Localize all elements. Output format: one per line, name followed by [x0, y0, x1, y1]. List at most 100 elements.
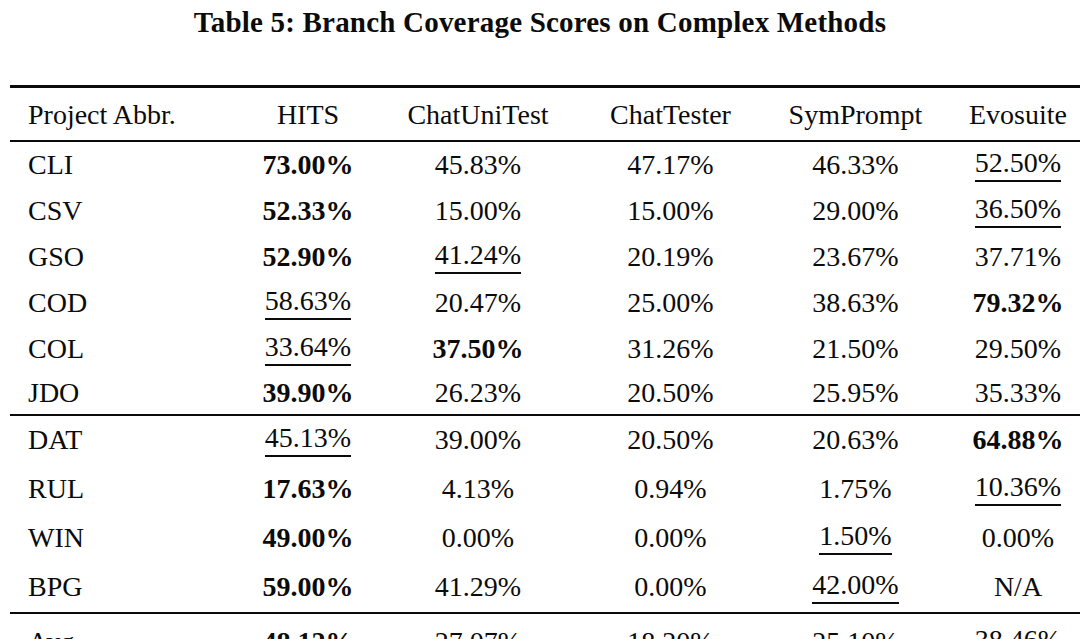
score-cell: 26.23% — [378, 372, 578, 415]
score-value-bold: 49.00% — [263, 522, 354, 553]
score-value-plain: 1.75% — [819, 473, 891, 504]
score-value-underline: 36.50% — [975, 194, 1061, 228]
score-cell: 42.00% — [763, 563, 948, 613]
score-cell: 20.50% — [578, 372, 763, 415]
column-header-chattester: ChatTester — [578, 87, 763, 142]
score-value-plain: 41.29% — [435, 571, 521, 602]
score-value-plain: 47.17% — [627, 149, 713, 180]
project-abbr: BPG — [10, 563, 238, 613]
score-value-plain: 35.33% — [975, 377, 1061, 408]
table-group-avg: Avg.48.12%27.07%18.20%25.10%38.46% — [10, 613, 1080, 639]
project-abbr: GSO — [10, 234, 238, 280]
score-value-plain: 39.00% — [435, 424, 521, 455]
score-cell: 0.00% — [578, 563, 763, 613]
column-header-evosuite: Evosuite — [948, 87, 1080, 142]
score-value-underline: 42.00% — [812, 570, 898, 604]
table-row-col: COL33.64%37.50%31.26%21.50%29.50% — [10, 326, 1080, 372]
project-abbr: COL — [10, 326, 238, 372]
score-cell: 17.63% — [238, 465, 378, 514]
table-row-gso: GSO 52.90% 41.24% 20.19% 23.67% 37.71% — [10, 234, 1080, 280]
score-value-plain: 23.67% — [812, 241, 898, 272]
score-value-underline: 33.64% — [265, 332, 351, 366]
table-row-cli: CLI73.00%45.83%47.17%46.33%52.50% — [10, 141, 1080, 188]
score-cell: 29.00% — [763, 188, 948, 234]
score-cell: 23.67% — [763, 234, 948, 280]
score-cell: 20.63% — [763, 415, 948, 465]
score-cell: 39.00% — [378, 415, 578, 465]
table-row-rul: RUL17.63%4.13%0.94%1.75%10.36% — [10, 465, 1080, 514]
project-abbr: CSV — [10, 188, 238, 234]
score-cell: 15.00% — [578, 188, 763, 234]
project-abbr: DAT — [10, 415, 238, 465]
score-cell: 73.00% — [238, 141, 378, 188]
score-value-bold: 64.88% — [973, 424, 1064, 455]
score-value-underline: 1.50% — [819, 521, 891, 555]
table-row-cod: COD58.63%20.47%25.00%38.63%79.32% — [10, 280, 1080, 326]
score-cell: 47.17% — [578, 141, 763, 188]
score-cell: 52.33% — [238, 188, 378, 234]
score-value-plain: 38.63% — [812, 287, 898, 318]
score-value-plain: 15.00% — [627, 195, 713, 226]
score-cell: 59.00% — [238, 563, 378, 613]
branch-coverage-table: Project Abbr.HITSChatUniTestChatTesterSy… — [10, 85, 1080, 639]
score-value-plain: 20.47% — [435, 287, 521, 318]
score-value-bold: 79.32% — [973, 287, 1064, 318]
table-row-avg: Avg.48.12%27.07%18.20%25.10%38.46% — [10, 613, 1080, 639]
score-value-plain: 20.50% — [627, 377, 713, 408]
score-value-plain: 31.26% — [627, 333, 713, 364]
table-header: Project Abbr.HITSChatUniTestChatTesterSy… — [10, 87, 1080, 142]
score-value-underline: 41.24% — [435, 240, 521, 274]
score-value-plain: 21.50% — [812, 333, 898, 364]
project-abbr: RUL — [10, 465, 238, 514]
score-cell: 29.50% — [948, 326, 1080, 372]
score-cell: 31.26% — [578, 326, 763, 372]
project-abbr: Avg. — [10, 613, 238, 639]
score-value-underline: 52.50% — [975, 148, 1061, 182]
score-value-plain: 4.13% — [442, 473, 514, 504]
score-value-plain: 37.71% — [975, 241, 1061, 272]
score-value-plain: 0.00% — [634, 571, 706, 602]
score-value-plain: 20.50% — [627, 424, 713, 455]
score-cell: 49.00% — [238, 514, 378, 563]
score-cell: 25.95% — [763, 372, 948, 415]
score-cell: 64.88% — [948, 415, 1080, 465]
score-value-underline: 10.36% — [975, 472, 1061, 506]
table-row-bpg: BPG59.00%41.29%0.00%42.00%N/A — [10, 563, 1080, 613]
score-cell: 52.50% — [948, 141, 1080, 188]
score-cell: 15.00% — [378, 188, 578, 234]
score-value-bold: 59.00% — [263, 571, 354, 602]
score-cell: 38.63% — [763, 280, 948, 326]
score-value-bold: 73.00% — [263, 149, 354, 180]
table-group-a: CLI73.00%45.83%47.17%46.33%52.50%CSV52.3… — [10, 141, 1080, 415]
score-value-plain: 25.00% — [627, 287, 713, 318]
score-value-plain: 15.00% — [435, 195, 521, 226]
project-abbr: CLI — [10, 141, 238, 188]
score-value-bold: 52.90% — [263, 241, 354, 272]
score-value-plain: 20.63% — [812, 424, 898, 455]
score-value-plain: 26.23% — [435, 377, 521, 408]
score-cell: 79.32% — [948, 280, 1080, 326]
score-value-plain: 20.19% — [627, 241, 713, 272]
score-cell: 10.36% — [948, 465, 1080, 514]
score-value-plain: 29.50% — [975, 333, 1061, 364]
score-value-plain: 45.83% — [435, 149, 521, 180]
score-cell: 18.20% — [578, 613, 763, 639]
score-cell: 41.24% — [378, 234, 578, 280]
score-cell: 35.33% — [948, 372, 1080, 415]
score-cell: 25.10% — [763, 613, 948, 639]
score-cell: 41.29% — [378, 563, 578, 613]
score-cell: 27.07% — [378, 613, 578, 639]
score-value-underline: 38.46% — [975, 625, 1061, 639]
score-value-plain: 29.00% — [812, 195, 898, 226]
score-cell: 20.50% — [578, 415, 763, 465]
score-cell: 20.19% — [578, 234, 763, 280]
table-row-win: WIN49.00%0.00%0.00%1.50%0.00% — [10, 514, 1080, 563]
score-cell: 4.13% — [378, 465, 578, 514]
table-row-dat: DAT45.13%39.00%20.50%20.63%64.88% — [10, 415, 1080, 465]
score-value-plain: 0.00% — [634, 522, 706, 553]
table-caption: Table 5: Branch Coverage Scores on Compl… — [0, 0, 1080, 39]
score-cell: 36.50% — [948, 188, 1080, 234]
table-row-jdo: JDO39.90%26.23%20.50%25.95%35.33% — [10, 372, 1080, 415]
score-cell: 38.46% — [948, 613, 1080, 639]
score-value-plain: 0.00% — [442, 522, 514, 553]
